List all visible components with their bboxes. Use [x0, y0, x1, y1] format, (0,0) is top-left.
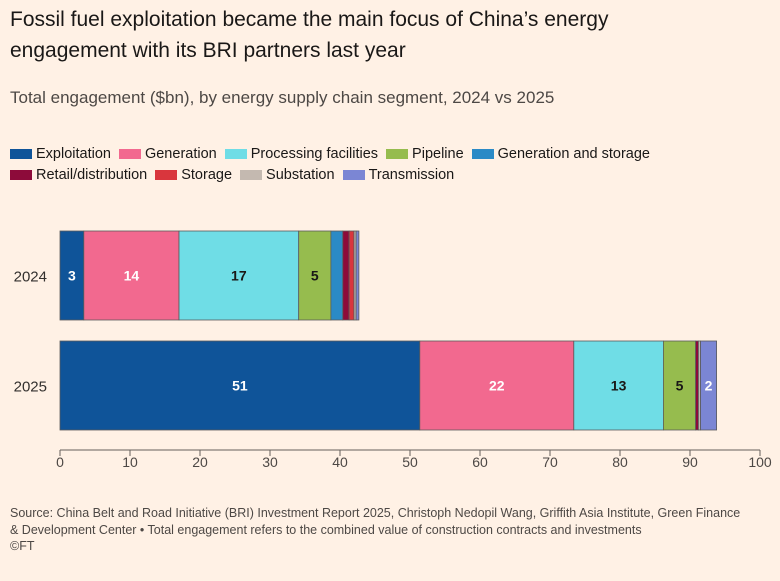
legend-swatch	[386, 149, 409, 159]
legend-label: Transmission	[368, 167, 455, 183]
x-tick-label: 20	[192, 454, 208, 470]
legend-label: Storage	[181, 167, 233, 183]
x-tick-label: 100	[748, 454, 772, 470]
data-label: 22	[489, 378, 505, 394]
legend-label: Substation	[266, 167, 335, 183]
bar-segment	[178, 230, 300, 321]
bar-segment	[298, 230, 332, 321]
legend-item: Substation	[240, 165, 335, 185]
data-label: 13	[611, 378, 627, 394]
x-tick-label: 10	[122, 454, 138, 470]
ft-credit: ©FT	[10, 539, 35, 553]
legend-item: Storage	[155, 165, 232, 185]
bar-segment	[695, 340, 699, 431]
data-label: 2	[705, 378, 713, 394]
category-label: 2024	[14, 269, 47, 286]
legend-label: Generation and storage	[497, 146, 650, 162]
x-tick-label: 70	[542, 454, 558, 470]
legend-label: Pipeline	[412, 146, 464, 162]
legend-label: Exploitation	[36, 146, 111, 162]
bar-segment	[700, 340, 718, 431]
bar-segment	[419, 340, 575, 431]
legend-swatch	[240, 170, 263, 180]
bar-segment	[355, 230, 360, 321]
bar-segment	[348, 230, 355, 321]
chart-subtitle: Total engagement ($bn), by energy supply…	[10, 88, 555, 107]
x-tick-label: 50	[402, 454, 418, 470]
legend-swatch	[155, 170, 178, 180]
bar-segment	[59, 340, 421, 431]
category-label: 2025	[14, 379, 47, 396]
data-label: 14	[124, 268, 140, 284]
legend-swatch	[342, 170, 365, 180]
x-tick-label: 60	[472, 454, 488, 470]
bar-segment	[330, 230, 344, 321]
data-label: 3	[68, 268, 76, 284]
legend-item: Retail/distribution	[10, 165, 147, 185]
bar-segment	[83, 230, 180, 321]
legend-swatch	[10, 149, 32, 159]
bar-segment	[342, 230, 350, 321]
legend-swatch	[10, 170, 32, 180]
legend-label: Processing facilities	[250, 146, 379, 162]
legend-swatch	[118, 149, 141, 159]
legend-swatch	[471, 149, 494, 159]
legend-label: Retail/distribution	[36, 167, 148, 183]
legend-label: Generation	[144, 146, 217, 162]
x-tick-label: 30	[262, 454, 278, 470]
data-label: 17	[231, 268, 247, 284]
data-label: 5	[311, 268, 319, 284]
legend-item: Pipeline	[386, 144, 464, 164]
legend-swatch	[224, 149, 247, 159]
legend: Exploitation Generation Processing facilit…	[10, 144, 730, 186]
legend-item: Generation	[118, 144, 217, 164]
data-label: 5	[676, 378, 684, 394]
legend-item: Processing facilities	[224, 144, 379, 164]
bar-segment	[573, 340, 664, 431]
legend-item: Exploitation	[10, 144, 111, 164]
x-tick-label: 80	[612, 454, 628, 470]
x-tick-label: 40	[332, 454, 348, 470]
bar-segment	[663, 340, 697, 431]
legend-item: Transmission	[342, 165, 455, 185]
chart-title: Fossil fuel exploitation became the main…	[10, 8, 609, 62]
legend-item: Generation and storage	[471, 144, 650, 164]
source-note: Source: China Belt and Road Initiative (…	[10, 506, 741, 537]
x-tick-label: 90	[682, 454, 698, 470]
data-label: 51	[232, 378, 248, 394]
x-tick-label: 0	[56, 454, 64, 470]
